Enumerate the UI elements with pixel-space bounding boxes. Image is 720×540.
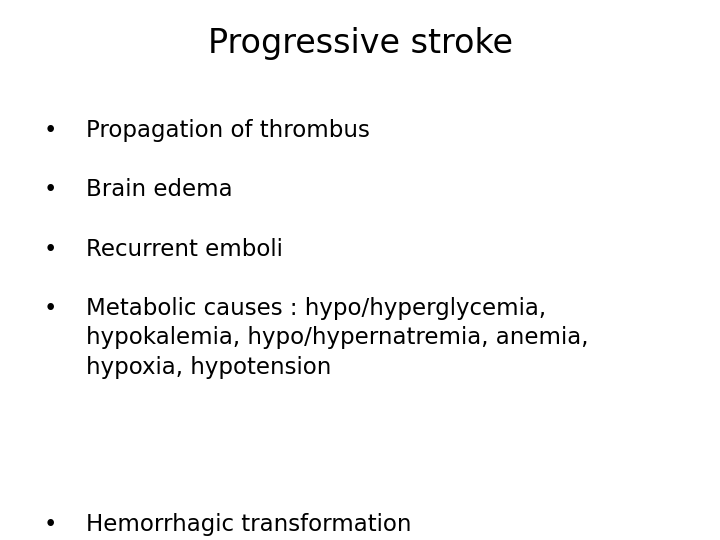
Text: Hemorrhagic transformation: Hemorrhagic transformation bbox=[86, 513, 412, 536]
Text: Progressive stroke: Progressive stroke bbox=[207, 27, 513, 60]
Text: Recurrent emboli: Recurrent emboli bbox=[86, 238, 283, 261]
Text: •: • bbox=[44, 513, 57, 536]
Text: Propagation of thrombus: Propagation of thrombus bbox=[86, 119, 370, 142]
Text: •: • bbox=[44, 297, 57, 320]
Text: Metabolic causes : hypo/hyperglycemia,
hypokalemia, hypo/hypernatremia, anemia,
: Metabolic causes : hypo/hyperglycemia, h… bbox=[86, 297, 589, 379]
Text: •: • bbox=[44, 238, 57, 261]
Text: •: • bbox=[44, 119, 57, 142]
Text: •: • bbox=[44, 178, 57, 201]
Text: Brain edema: Brain edema bbox=[86, 178, 233, 201]
